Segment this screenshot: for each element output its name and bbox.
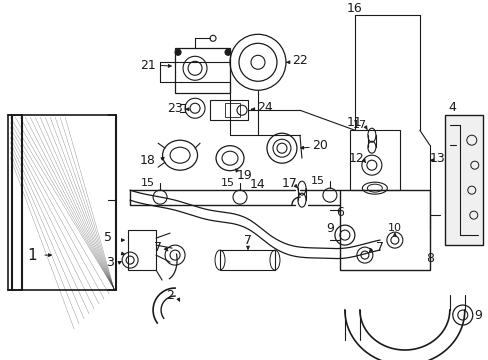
Text: 5: 5 [104,231,112,244]
Text: 18: 18 [140,154,156,167]
Text: 7: 7 [154,240,162,253]
Bar [175,48,229,93]
Text: 15: 15 [221,178,235,188]
Bar [8,115,116,290]
Text: 7: 7 [244,234,251,247]
Text: 20: 20 [311,139,327,152]
Text: 15: 15 [310,176,324,186]
Text: 3: 3 [106,256,114,269]
Text: 10: 10 [387,223,401,233]
Text: 13: 13 [429,152,445,165]
Bar [224,103,240,117]
Text: 24: 24 [257,101,272,114]
Text: 1: 1 [27,248,37,262]
Text: 22: 22 [291,54,307,67]
Bar [349,130,399,190]
Text: 16: 16 [346,2,362,15]
Text: 8: 8 [425,252,433,265]
Circle shape [175,49,181,55]
Bar [220,250,274,270]
Text: 19: 19 [237,169,252,182]
Text: 21: 21 [140,59,156,72]
Text: 17: 17 [352,120,366,130]
Text: 17: 17 [282,177,297,190]
Text: 2: 2 [166,289,174,302]
Text: 12: 12 [348,152,364,165]
Circle shape [224,49,230,55]
Text: 23: 23 [167,102,183,115]
Text: 15: 15 [141,178,155,188]
Text: 9: 9 [325,222,333,235]
Text: 6: 6 [335,206,343,219]
Text: 4: 4 [448,101,456,114]
Text: 7: 7 [375,240,383,253]
Text: 14: 14 [249,178,265,191]
Bar [210,100,247,120]
Text: 9: 9 [473,309,481,321]
Bar [444,115,482,245]
Bar [128,230,156,270]
Text: 11: 11 [346,116,362,129]
Bar [339,190,429,270]
